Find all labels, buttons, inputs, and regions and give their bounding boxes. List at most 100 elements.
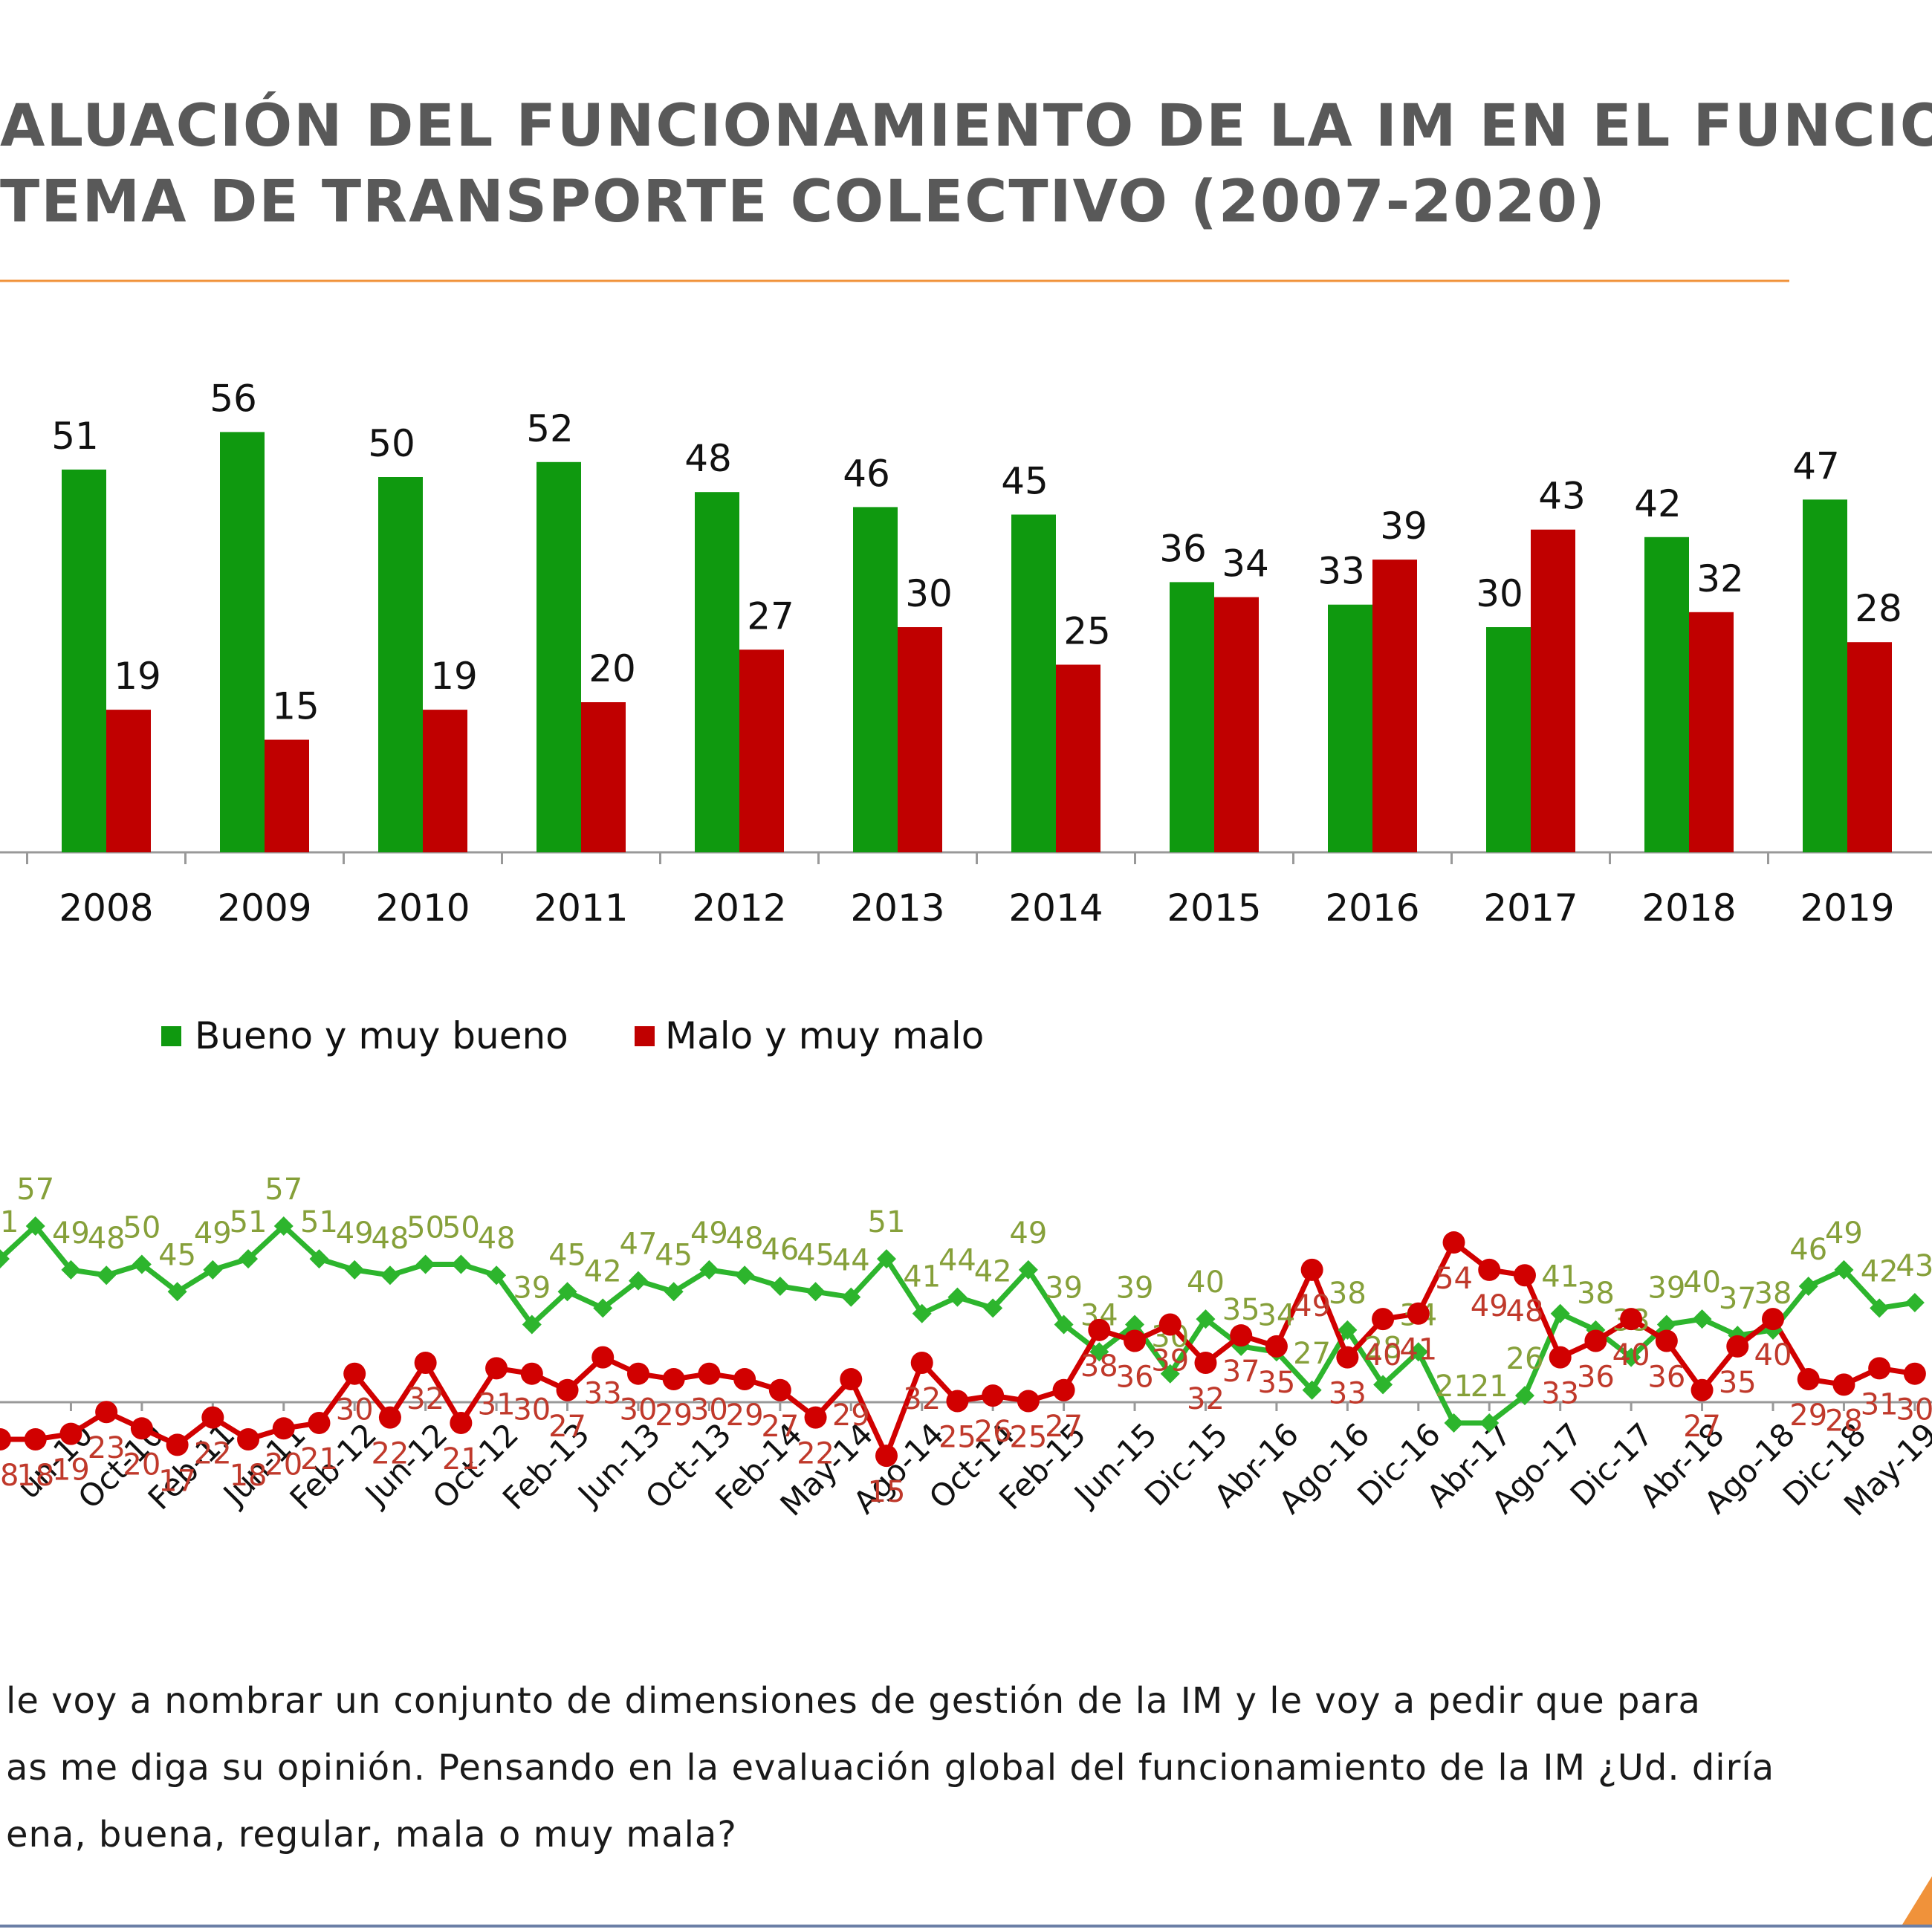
footnote-line: le voy a nombrar un conjunto de dimensio… [6, 1680, 1701, 1722]
data-label: 46 [843, 452, 890, 495]
data-label: 32 [1187, 1382, 1225, 1416]
x-tick-label: 2013 [850, 886, 944, 930]
data-label: 36 [1647, 1361, 1685, 1395]
data-label: 51 [51, 415, 99, 458]
data-label: 38 [1754, 1277, 1792, 1311]
point [1762, 1308, 1784, 1331]
point [1125, 1315, 1145, 1335]
point [698, 1362, 721, 1385]
legend-label: Malo y muy malo [665, 1014, 984, 1057]
point [95, 1401, 118, 1424]
x-tick-label: 2014 [1008, 886, 1103, 930]
data-label: 36 [1577, 1361, 1615, 1395]
data-label: 21 [300, 1442, 338, 1476]
point [591, 1346, 615, 1369]
bar [265, 739, 309, 852]
data-label: 39 [1151, 1343, 1189, 1378]
point [1338, 1320, 1358, 1340]
point [1868, 1357, 1891, 1380]
data-label: 31 [1861, 1387, 1899, 1422]
point [1444, 1413, 1464, 1433]
data-label: 40 [1187, 1265, 1225, 1300]
point [487, 1265, 507, 1286]
point [166, 1433, 189, 1456]
x-tick-label: 2008 [59, 886, 153, 930]
point [946, 1390, 969, 1413]
point [203, 1260, 223, 1280]
data-label: 51 [300, 1205, 338, 1239]
data-label: 29 [726, 1398, 764, 1433]
data-label: 51 [0, 1205, 19, 1239]
point [24, 1428, 47, 1451]
point [451, 1254, 471, 1274]
data-label: 45 [797, 1238, 834, 1272]
point [662, 1368, 685, 1391]
title-line: TEMA DE TRANSPORTE COLECTIVO (2007-2020) [0, 169, 1607, 236]
data-label: 44 [939, 1244, 976, 1278]
x-tick-label: 2010 [375, 886, 470, 930]
data-label: 22 [371, 1437, 409, 1471]
data-label: 26 [1506, 1342, 1544, 1376]
bar [1328, 604, 1372, 852]
point [628, 1271, 648, 1291]
data-label: 54 [1435, 1262, 1473, 1296]
point [167, 1282, 187, 1302]
point [1018, 1260, 1038, 1280]
bar [1531, 529, 1575, 852]
point [1054, 1315, 1074, 1335]
bar [62, 469, 106, 852]
point [557, 1282, 577, 1302]
point [877, 1249, 896, 1269]
data-label: 50 [406, 1211, 444, 1245]
point [378, 1406, 401, 1429]
footnote-line: ena, buena, regular, mala o muy mala? [6, 1814, 737, 1855]
data-label: 46 [1789, 1233, 1827, 1267]
data-label: 18 [0, 1459, 19, 1493]
point [912, 1303, 932, 1323]
data-label: 39 [513, 1271, 551, 1305]
x-tick-label: 2017 [1483, 886, 1578, 930]
data-label: 30 [620, 1393, 658, 1427]
point [593, 1298, 613, 1318]
point [1052, 1378, 1075, 1401]
data-label: 19 [52, 1453, 90, 1488]
point [343, 1362, 366, 1385]
bar [1847, 642, 1892, 852]
point [804, 1406, 827, 1429]
data-label: 18 [16, 1459, 54, 1493]
point [910, 1351, 933, 1374]
bar [1056, 664, 1100, 852]
data-label: 45 [548, 1238, 586, 1272]
point [1194, 1351, 1217, 1374]
data-label: 27 [548, 1410, 586, 1444]
point [61, 1260, 81, 1280]
data-label: 25 [1063, 610, 1111, 653]
data-label: 40 [1612, 1338, 1650, 1372]
point [1690, 1378, 1714, 1401]
data-label: 36 [1159, 527, 1207, 570]
point [1903, 1362, 1926, 1385]
data-label: 48 [371, 1222, 409, 1256]
data-label: 20 [123, 1448, 161, 1482]
point [1442, 1231, 1465, 1254]
data-label: 48 [478, 1222, 516, 1256]
bar [1486, 627, 1531, 852]
data-label: 49 [1471, 1289, 1508, 1323]
data-label: 38 [1577, 1277, 1615, 1311]
data-label: 40 [1683, 1265, 1721, 1300]
point [1692, 1309, 1712, 1329]
point [308, 1411, 331, 1434]
x-tick-label: 2018 [1641, 886, 1736, 930]
point [1798, 1276, 1818, 1296]
data-label: 27 [1293, 1337, 1331, 1371]
point [947, 1287, 967, 1307]
data-label: 39 [1116, 1271, 1154, 1305]
legend-swatch [635, 1026, 655, 1046]
data-label: 29 [655, 1398, 693, 1433]
data-label: 37 [1719, 1282, 1757, 1316]
point [0, 1428, 11, 1451]
data-label: 28 [1364, 1331, 1402, 1365]
bar [1644, 537, 1689, 852]
bar [898, 627, 942, 852]
bar [1214, 597, 1259, 852]
